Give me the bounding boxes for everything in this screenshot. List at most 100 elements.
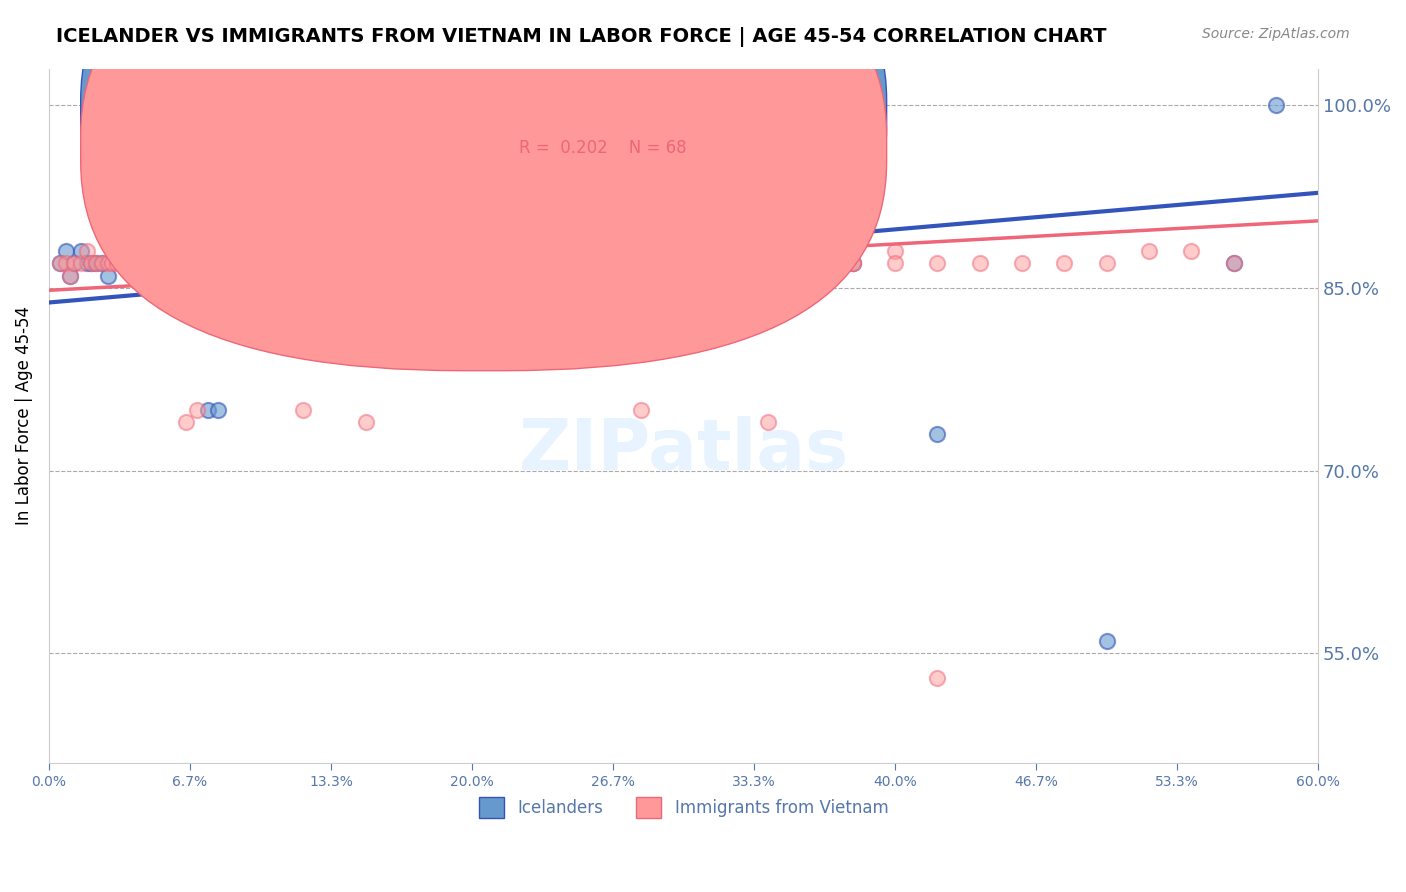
Point <box>1053 256 1076 270</box>
Point <box>927 671 949 685</box>
Point <box>630 256 652 270</box>
Point <box>228 256 250 270</box>
Point <box>1095 256 1118 270</box>
Point <box>90 256 112 270</box>
Point <box>155 256 177 270</box>
Point <box>461 208 484 222</box>
Point <box>165 256 187 270</box>
Text: ZIPatlas: ZIPatlas <box>519 416 849 485</box>
Point <box>135 256 157 270</box>
Point <box>461 256 484 270</box>
Point <box>63 256 86 270</box>
Point <box>672 256 695 270</box>
Point <box>143 256 166 270</box>
Point <box>503 256 526 270</box>
Point <box>672 256 695 270</box>
Point <box>176 256 198 270</box>
Point <box>842 256 865 270</box>
Point <box>714 256 737 270</box>
Point <box>105 256 128 270</box>
Point <box>672 256 695 270</box>
Point <box>69 244 91 259</box>
Point <box>143 256 166 270</box>
Point <box>176 415 198 429</box>
Point <box>333 256 356 270</box>
Point <box>90 256 112 270</box>
Point <box>97 268 120 283</box>
Point <box>249 256 271 270</box>
Point <box>59 268 82 283</box>
Point <box>118 98 141 112</box>
Point <box>756 256 779 270</box>
Point <box>186 402 208 417</box>
Point <box>1011 256 1033 270</box>
Point <box>419 256 441 270</box>
Point <box>207 244 229 259</box>
Point <box>97 256 120 270</box>
Point <box>218 256 240 270</box>
Point <box>630 256 652 270</box>
Point <box>842 256 865 270</box>
Point <box>714 256 737 270</box>
Point <box>927 256 949 270</box>
Point <box>291 256 314 270</box>
Point <box>148 256 170 270</box>
Point <box>927 427 949 442</box>
Point <box>84 256 107 270</box>
Point <box>228 256 250 270</box>
Text: ICELANDER VS IMMIGRANTS FROM VIETNAM IN LABOR FORCE | AGE 45-54 CORRELATION CHAR: ICELANDER VS IMMIGRANTS FROM VIETNAM IN … <box>56 27 1107 46</box>
Point <box>197 256 219 270</box>
Point <box>48 256 70 270</box>
Point <box>111 98 134 112</box>
Point <box>165 256 187 270</box>
Point <box>127 98 149 112</box>
Point <box>799 256 821 270</box>
Point <box>799 256 821 270</box>
Point <box>249 281 271 295</box>
Point <box>270 256 292 270</box>
Point <box>160 256 183 270</box>
Point <box>503 256 526 270</box>
FancyBboxPatch shape <box>80 0 887 336</box>
Point <box>440 256 463 270</box>
Point <box>969 256 991 270</box>
Point <box>186 256 208 270</box>
Point <box>114 256 136 270</box>
Point <box>884 256 907 270</box>
Point <box>588 256 610 270</box>
Point <box>197 402 219 417</box>
Point <box>1222 256 1244 270</box>
Point <box>139 256 162 270</box>
Point <box>131 256 153 270</box>
Point <box>356 415 378 429</box>
Point <box>756 415 779 429</box>
Text: Source: ZipAtlas.com: Source: ZipAtlas.com <box>1202 27 1350 41</box>
Point <box>84 256 107 270</box>
Point <box>630 402 652 417</box>
Point <box>714 256 737 270</box>
Text: R =  0.218    N = 43: R = 0.218 N = 43 <box>519 104 686 123</box>
FancyBboxPatch shape <box>80 0 887 371</box>
Point <box>69 256 91 270</box>
Point <box>778 256 800 270</box>
Point <box>76 244 98 259</box>
Point <box>80 256 103 270</box>
Point <box>419 244 441 259</box>
FancyBboxPatch shape <box>436 78 741 183</box>
Text: R =  0.202    N = 68: R = 0.202 N = 68 <box>519 139 686 157</box>
Point <box>63 256 86 270</box>
Point <box>110 256 132 270</box>
Point <box>377 256 399 270</box>
Point <box>48 256 70 270</box>
Point <box>139 256 162 270</box>
Point <box>122 98 145 112</box>
Point <box>155 244 177 259</box>
Point <box>207 402 229 417</box>
Point <box>333 244 356 259</box>
Point <box>884 244 907 259</box>
Point <box>398 256 420 270</box>
Point <box>122 256 145 270</box>
Point <box>1222 256 1244 270</box>
Point <box>567 256 589 270</box>
Point <box>1095 634 1118 648</box>
